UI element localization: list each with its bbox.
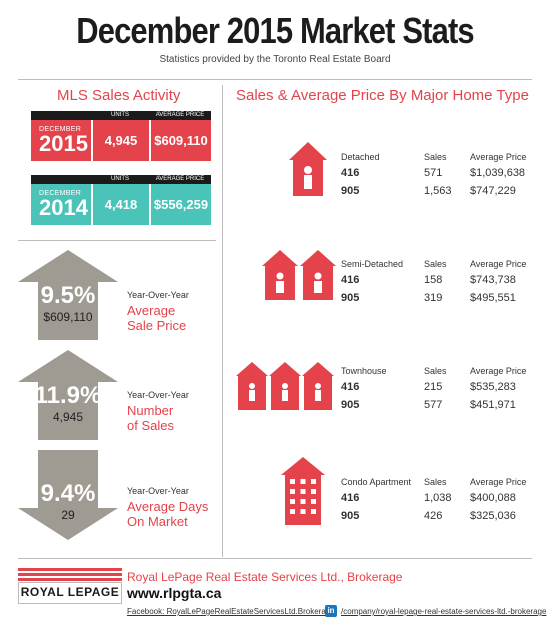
- header-divider: [18, 79, 532, 80]
- facebook-link[interactable]: Facebook: RoyalLePageRealEstateServicesL…: [127, 607, 335, 616]
- mls-row-2014: UNITS AVERAGE PRICE DECEMBER 2014 4,418 …: [31, 175, 211, 225]
- yoy-metric-line-1: Average: [127, 303, 176, 318]
- avg-price-header: AVERAGE PRICE: [155, 176, 205, 182]
- yoy-label: Year-Over-Year: [127, 390, 189, 400]
- yoy-metric: Number of Sales: [127, 403, 174, 433]
- yoy-metric-line-1: Number: [127, 403, 174, 418]
- mls-heading: MLS Sales Activity: [57, 87, 181, 104]
- sales-value: 426: [424, 510, 443, 522]
- period-month: DECEMBER: [39, 190, 82, 197]
- avg-price-header: Average Price: [470, 152, 527, 162]
- yoy-metric: Average Sale Price: [127, 303, 186, 333]
- home-type-name: Townhouse: [341, 366, 387, 376]
- yoy-value: 29: [61, 508, 75, 522]
- footer-divider: [18, 558, 532, 559]
- sales-header: Sales: [424, 259, 447, 269]
- period-month: DECEMBER: [39, 126, 82, 133]
- avg-price-value: $400,088: [470, 492, 516, 504]
- home-type-name: Condo Apartment: [341, 477, 412, 487]
- avg-price-header: Average Price: [470, 366, 527, 376]
- units-header: UNITS: [111, 176, 129, 182]
- avg-price-value: $325,036: [470, 510, 516, 522]
- yoy-metric-line-1: Average Days: [127, 499, 209, 514]
- area-code: 416: [341, 167, 360, 179]
- units-value: 4,418: [91, 184, 149, 225]
- column-divider: [222, 85, 223, 557]
- sales-header: Sales: [424, 152, 447, 162]
- semi-detached-house-icon: [262, 250, 336, 300]
- yoy-pct: 9.5%: [40, 282, 96, 309]
- mls-row-2015: UNITS AVERAGE PRICE DECEMBER 2015 4,945 …: [31, 111, 211, 161]
- townhouse-icon: [236, 362, 334, 410]
- period-year: 2015: [39, 131, 88, 156]
- avg-price-value: $535,283: [470, 381, 516, 393]
- sales-value: 158: [424, 274, 443, 286]
- avg-price-value: $1,039,638: [470, 167, 526, 179]
- sales-value: 571: [424, 167, 443, 179]
- yoy-metric-line-2: Sale Price: [127, 318, 187, 333]
- sales-value: 577: [424, 399, 443, 411]
- yoy-label: Year-Over-Year: [127, 486, 189, 496]
- avg-price-value: $556,259: [149, 184, 211, 225]
- avg-price-value: $609,110: [149, 120, 211, 161]
- brokerage-name: Royal LePage Real Estate Services Ltd., …: [127, 570, 403, 584]
- linkedin-link[interactable]: /company/royal-lepage-real-estate-servic…: [341, 607, 547, 616]
- avg-price-value: $747,229: [470, 185, 516, 197]
- yoy-days-on-market: 9.4% 29: [18, 450, 118, 540]
- linkedin-icon: in: [325, 605, 337, 617]
- condo-apartment-icon: [281, 457, 325, 525]
- down-arrow-icon: [18, 450, 118, 540]
- area-code: 416: [341, 274, 360, 286]
- avg-price-header: Average Price: [470, 259, 527, 269]
- left-section-divider: [18, 240, 216, 241]
- yoy-pct: 9.4%: [40, 480, 96, 507]
- area-code: 905: [341, 292, 360, 304]
- sales-value: 319: [424, 292, 443, 304]
- up-arrow-icon: [18, 250, 118, 340]
- units-value: 4,945: [91, 120, 149, 161]
- area-code: 905: [341, 399, 360, 411]
- home-type-name: Detached: [341, 152, 380, 162]
- yoy-average-price: 9.5% $609,110: [18, 250, 118, 340]
- website-link[interactable]: www.rlpgta.ca: [127, 585, 222, 601]
- avg-price-header: AVERAGE PRICE: [155, 112, 205, 118]
- units-header: UNITS: [111, 112, 129, 118]
- page-title: December 2015 Market Stats: [76, 10, 474, 51]
- page-subtitle: Statistics provided by the Toronto Real …: [159, 54, 391, 65]
- yoy-label: Year-Over-Year: [127, 290, 189, 300]
- home-type-name: Semi-Detached: [341, 259, 404, 269]
- avg-price-value: $495,551: [470, 292, 516, 304]
- area-code: 905: [341, 510, 360, 522]
- yoy-metric: Average Days On Market: [127, 499, 208, 529]
- yoy-value: $609,110: [43, 310, 93, 324]
- yoy-value: 4,945: [52, 410, 84, 424]
- home-type-heading: Sales & Average Price By Major Home Type: [236, 87, 529, 104]
- yoy-number-of-sales: 11.9% 4,945: [18, 350, 118, 440]
- yoy-metric-line-2: of Sales: [127, 418, 174, 433]
- royal-lepage-logo: [18, 582, 122, 604]
- sales-value: 215: [424, 381, 443, 393]
- area-code: 905: [341, 185, 360, 197]
- yoy-metric-line-2: On Market: [127, 514, 188, 529]
- up-arrow-icon: [18, 350, 118, 440]
- period-year: 2014: [39, 195, 88, 220]
- detached-house-icon: [289, 142, 327, 196]
- period-cell: DECEMBER 2014: [31, 184, 91, 225]
- avg-price-value: $743,738: [470, 274, 516, 286]
- area-code: 416: [341, 492, 360, 504]
- sales-value: 1,038: [424, 492, 452, 504]
- sales-value: 1,563: [424, 185, 452, 197]
- logo-wordmark: ROYAL LEPAGE: [20, 585, 120, 599]
- period-cell: DECEMBER 2015: [31, 120, 91, 161]
- royal-lepage-logo-stripes: [18, 568, 122, 581]
- sales-header: Sales: [424, 366, 447, 376]
- area-code: 416: [341, 381, 360, 393]
- avg-price-header: Average Price: [470, 477, 527, 487]
- avg-price-value: $451,971: [470, 399, 516, 411]
- sales-header: Sales: [424, 477, 447, 487]
- yoy-pct: 11.9%: [34, 382, 102, 409]
